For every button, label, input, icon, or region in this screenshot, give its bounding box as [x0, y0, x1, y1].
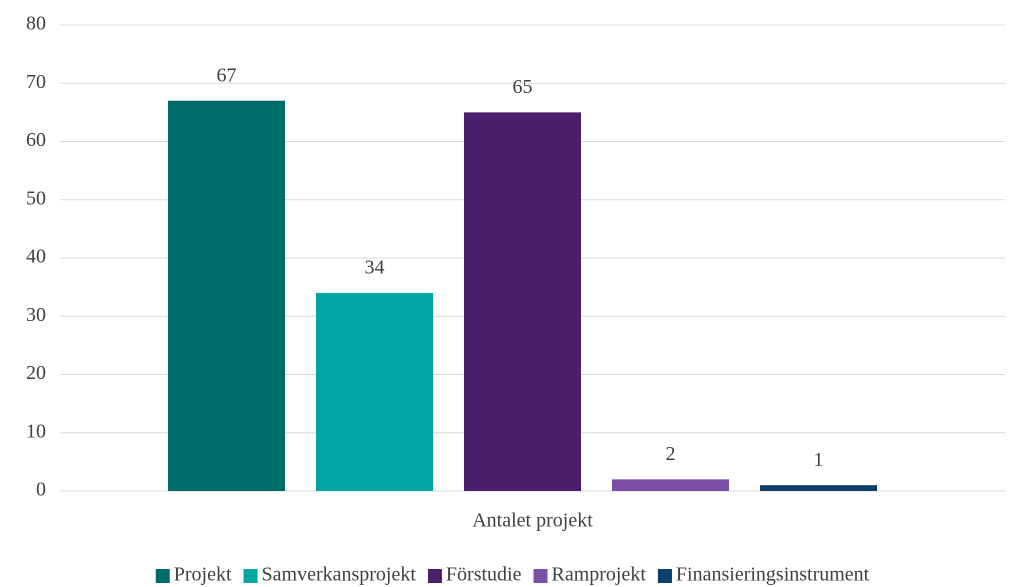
legend-swatch [533, 569, 548, 583]
bar [612, 479, 729, 491]
data-label: 1 [814, 449, 824, 471]
y-tick-label: 30 [26, 304, 46, 326]
legend-label: Samverkansprojekt [262, 564, 417, 586]
bar [168, 100, 285, 491]
y-tick-label: 80 [26, 13, 46, 35]
bar [316, 292, 433, 491]
data-label: 34 [365, 257, 385, 279]
y-tick-label: 20 [26, 362, 46, 384]
legend-swatch [427, 569, 442, 583]
legend-label: Projekt [174, 564, 232, 586]
data-label: 65 [513, 76, 533, 98]
x-tick-label: Antalet projekt [472, 510, 593, 532]
legend-swatch [155, 569, 170, 583]
legend-label: Förstudie [446, 564, 522, 586]
legend-label: Ramprojekt [551, 564, 646, 586]
legend-label: Finansieringsinstrument [676, 564, 870, 586]
legend-swatch [657, 569, 672, 583]
y-tick-label: 0 [36, 479, 46, 501]
y-tick-label: 40 [26, 246, 46, 268]
y-tick-label: 50 [26, 187, 46, 209]
data-label: 2 [666, 443, 676, 465]
y-tick-label: 60 [26, 129, 46, 151]
bar [464, 112, 581, 491]
y-tick-label: 10 [26, 420, 46, 442]
bar [760, 485, 877, 491]
legend-swatch [243, 569, 258, 583]
data-label: 67 [217, 64, 237, 86]
y-tick-label: 70 [26, 71, 46, 93]
